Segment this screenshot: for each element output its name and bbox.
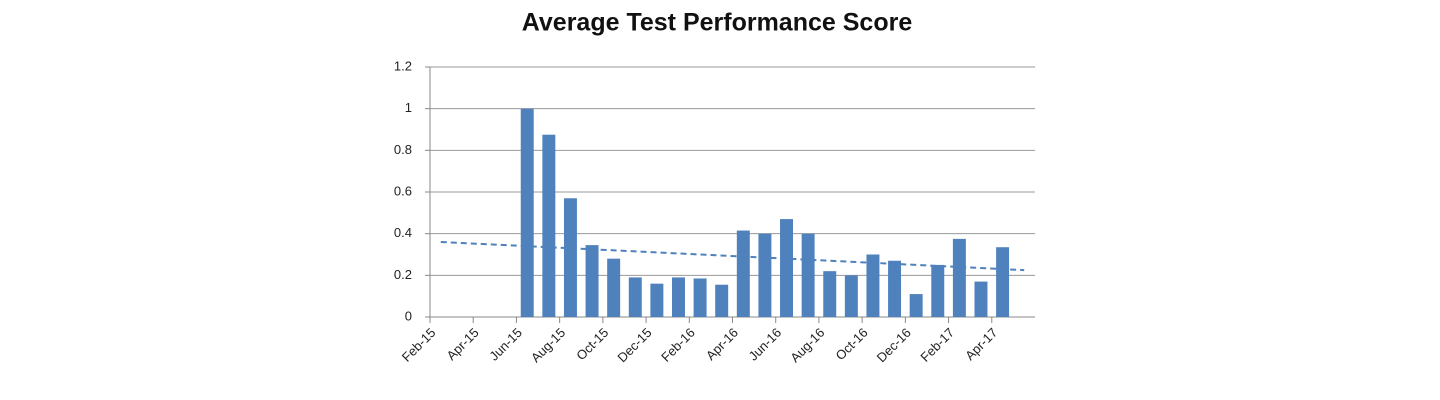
x-tick-label: Feb-17 bbox=[917, 325, 957, 365]
x-tick-label: Feb-15 bbox=[399, 325, 439, 365]
x-tick-label: Jun-15 bbox=[486, 325, 525, 364]
trendline bbox=[440, 241, 1025, 272]
bar bbox=[607, 258, 621, 317]
bar bbox=[736, 230, 750, 317]
y-tick-label: 0.6 bbox=[394, 183, 412, 198]
x-tick-label: Jun-16 bbox=[746, 325, 785, 364]
x-tick-label: Apr-17 bbox=[962, 325, 1000, 363]
y-tick-label: 1 bbox=[405, 100, 412, 115]
bar bbox=[715, 284, 729, 317]
bar bbox=[931, 264, 945, 317]
x-tick-label: Aug-16 bbox=[787, 325, 827, 365]
x-tick-label: Oct-16 bbox=[833, 325, 871, 363]
y-tick-label: 0.8 bbox=[394, 142, 412, 157]
bar bbox=[780, 219, 793, 317]
x-tick-label: Apr-16 bbox=[703, 325, 741, 363]
bar bbox=[758, 233, 772, 317]
bar bbox=[520, 108, 534, 318]
bar bbox=[909, 294, 923, 317]
y-tick-label: 0 bbox=[405, 308, 412, 323]
chart-title: Average Test Performance Score bbox=[522, 9, 913, 37]
y-tick-label: 1.2 bbox=[394, 58, 412, 73]
bar bbox=[844, 275, 858, 317]
x-tick-label: Oct-15 bbox=[573, 325, 611, 363]
bar bbox=[672, 277, 685, 317]
bar bbox=[563, 198, 577, 317]
bar bbox=[801, 233, 815, 317]
bar bbox=[693, 278, 707, 317]
bar bbox=[996, 247, 1010, 317]
y-tick-label: 0.2 bbox=[394, 267, 412, 282]
bar bbox=[585, 245, 599, 317]
x-tick-label: Feb-16 bbox=[658, 325, 698, 365]
bar bbox=[974, 281, 988, 317]
bar bbox=[823, 271, 837, 317]
x-tick-label: Dec-16 bbox=[874, 325, 914, 365]
bar bbox=[888, 260, 902, 317]
y-tick-label: 0.4 bbox=[394, 225, 412, 240]
bar bbox=[542, 134, 556, 317]
bar bbox=[650, 283, 664, 317]
x-tick-label: Dec-15 bbox=[614, 325, 654, 365]
bar bbox=[952, 238, 966, 317]
bar bbox=[866, 254, 880, 317]
bar bbox=[628, 277, 642, 317]
x-tick-label: Apr-15 bbox=[444, 325, 482, 363]
x-tick-label: Aug-15 bbox=[528, 325, 568, 365]
